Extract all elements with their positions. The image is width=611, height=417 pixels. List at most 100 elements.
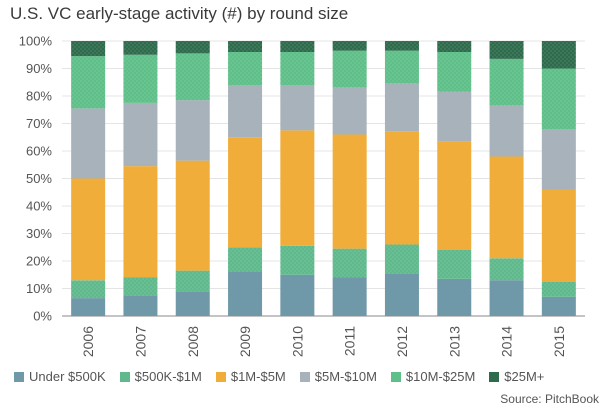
legend-swatch xyxy=(299,371,310,382)
bar-segment-texture xyxy=(280,41,315,52)
bar-segment xyxy=(437,141,472,250)
bar-segment xyxy=(384,273,419,316)
bar-segment-texture xyxy=(175,41,210,54)
bar-segment xyxy=(489,105,524,157)
bar-segment-texture xyxy=(123,277,158,296)
bar-segment-texture xyxy=(228,41,263,52)
bar-segment xyxy=(71,298,106,316)
y-tick-label: 60% xyxy=(26,144,52,159)
legend-item: Under $500K xyxy=(14,369,106,384)
y-tick-label: 40% xyxy=(26,199,52,214)
bar-segment-texture xyxy=(123,54,158,103)
bar-segment xyxy=(123,102,158,167)
legend-label: $1M-$5M xyxy=(230,369,286,384)
x-tick-label: 2015 xyxy=(551,326,567,357)
bar-segment-texture xyxy=(228,247,263,272)
legend-item: $5M-$10M xyxy=(299,369,377,384)
bar-segment xyxy=(541,129,576,190)
bar-segment xyxy=(123,166,158,278)
bar-segment-texture xyxy=(332,248,367,278)
bar-segment xyxy=(437,278,472,316)
chart-source: Source: PitchBook xyxy=(500,392,599,406)
legend-label: $25M+ xyxy=(504,369,545,384)
y-tick-label: 20% xyxy=(26,254,52,269)
bar-segment-texture xyxy=(71,280,106,299)
x-tick-label: 2006 xyxy=(80,326,96,357)
y-tick-label: 90% xyxy=(26,61,52,76)
bar-segment xyxy=(384,83,419,132)
legend-swatch xyxy=(489,371,500,382)
bar-segment-texture xyxy=(541,281,576,297)
legend-label: $10M-$25M xyxy=(405,369,476,384)
legend-item: $10M-$25M xyxy=(390,369,476,384)
chart-legend: Under $500K $500K-$1M $1M-$5M $5M-$10M $10M-… xyxy=(14,369,604,384)
x-tick-label: 2008 xyxy=(185,326,201,357)
bar-segment xyxy=(541,296,576,316)
legend-item: $1M-$5M xyxy=(215,369,286,384)
bar-segment-texture xyxy=(384,41,419,51)
bar-segment xyxy=(280,85,315,131)
bar-segment-texture xyxy=(489,258,524,281)
bar-segment-texture xyxy=(384,244,419,274)
bar-segment-texture xyxy=(123,41,158,55)
x-tick-label: 2012 xyxy=(394,326,410,357)
legend-label: $5M-$10M xyxy=(314,369,377,384)
bar-segment xyxy=(175,100,210,161)
bar-segment xyxy=(175,291,210,316)
y-tick-label: 0% xyxy=(33,309,52,324)
bar-segment xyxy=(280,130,315,246)
bar-segment xyxy=(332,134,367,249)
y-tick-label: 10% xyxy=(26,281,52,296)
bar-segment xyxy=(71,178,106,281)
bar-segment-texture xyxy=(280,245,315,275)
legend-swatch xyxy=(119,371,130,382)
bar-segment xyxy=(175,160,210,271)
bar-segment-texture xyxy=(489,41,524,59)
x-tick-label: 2011 xyxy=(342,326,358,356)
x-tick-label: 2010 xyxy=(289,326,305,357)
y-tick-label: 70% xyxy=(26,116,52,131)
legend-label: Under $500K xyxy=(29,369,106,384)
legend-swatch xyxy=(14,371,24,382)
legend-label: $500K-$1M xyxy=(134,369,202,384)
bar-segment xyxy=(228,272,263,316)
bar-segment-texture xyxy=(384,50,419,84)
legend-item: $500K-$1M xyxy=(119,369,202,384)
x-tick-label: 2013 xyxy=(446,326,462,357)
bar-segment xyxy=(228,137,263,248)
y-tick-label: 80% xyxy=(26,89,52,104)
bar-segment-texture xyxy=(489,58,524,106)
bar-segment-texture xyxy=(437,52,472,92)
bar-segment-texture xyxy=(175,270,210,292)
bar-segment-texture xyxy=(71,56,106,109)
bar-segment-texture xyxy=(437,41,472,52)
bar-segment xyxy=(123,295,158,316)
bar-segment xyxy=(384,131,419,245)
y-tick-label: 100% xyxy=(19,34,53,49)
legend-swatch xyxy=(215,371,226,382)
bar-segment xyxy=(280,274,315,316)
bar-segment xyxy=(332,277,367,316)
legend-swatch xyxy=(390,371,401,382)
bar-segment-texture xyxy=(228,52,263,85)
legend-item: $25M+ xyxy=(489,369,544,384)
bar-segment xyxy=(541,189,576,282)
bar-segment xyxy=(71,108,106,179)
bar-segment-texture xyxy=(541,68,576,129)
x-tick-label: 2007 xyxy=(132,326,148,357)
bar-segment-texture xyxy=(332,41,367,51)
bar-segment-texture xyxy=(437,250,472,279)
bar-segment-texture xyxy=(332,50,367,88)
y-tick-label: 30% xyxy=(26,226,52,241)
bar-segment-texture xyxy=(280,52,315,85)
chart-title: U.S. VC early-stage activity (#) by roun… xyxy=(10,4,349,23)
bar-segment-texture xyxy=(175,53,210,101)
bar-segment-texture xyxy=(541,41,576,69)
x-tick-label: 2009 xyxy=(237,326,253,357)
bar-segment xyxy=(489,156,524,259)
x-tick-label: 2014 xyxy=(499,326,515,357)
bar-segment-texture xyxy=(71,41,106,57)
bar-segment xyxy=(489,280,524,316)
bar-segment xyxy=(228,85,263,138)
